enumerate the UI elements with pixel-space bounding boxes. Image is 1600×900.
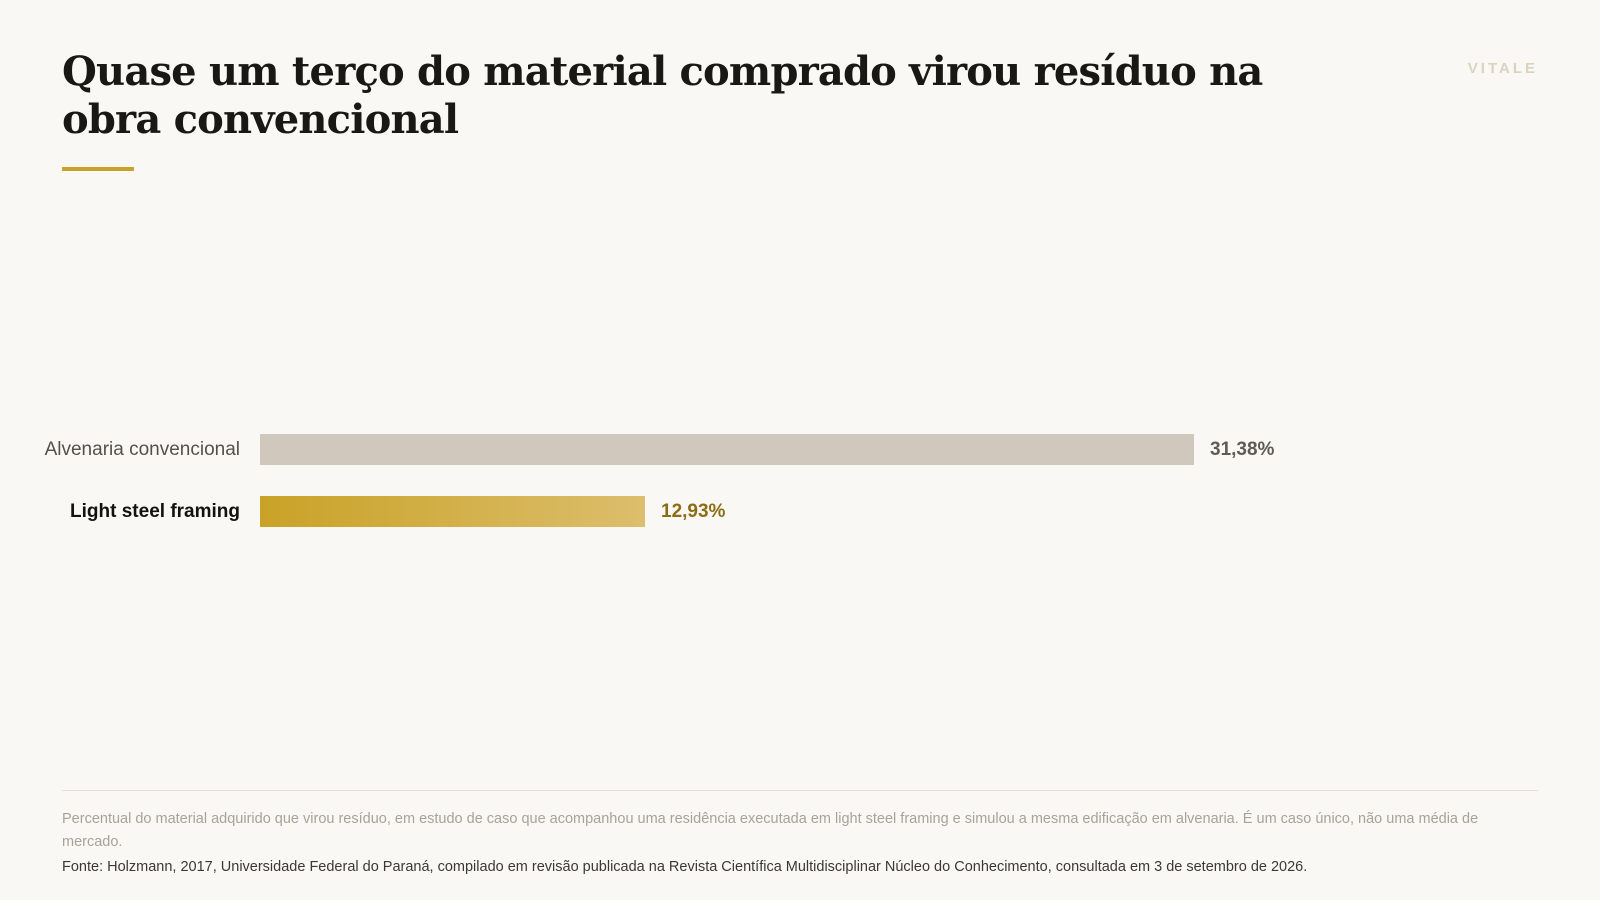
chart-source: Fonte: Holzmann, 2017, Universidade Fede… xyxy=(62,859,1308,875)
data-label: 12,93% xyxy=(661,501,726,522)
category-label: Light steel framing xyxy=(70,501,240,522)
brand-logo: VITALE xyxy=(1467,60,1538,77)
footer-divider xyxy=(62,790,1538,791)
page-title: Quase um terço do material comprado viro… xyxy=(62,48,1263,143)
chart-note: Percentual do material adquirido que vir… xyxy=(62,811,1479,850)
bar xyxy=(260,496,645,527)
bar xyxy=(260,434,1194,465)
data-label: 31,38% xyxy=(1210,439,1275,460)
title-accent-rule xyxy=(62,167,134,171)
category-label: Alvenaria convencional xyxy=(44,439,240,460)
